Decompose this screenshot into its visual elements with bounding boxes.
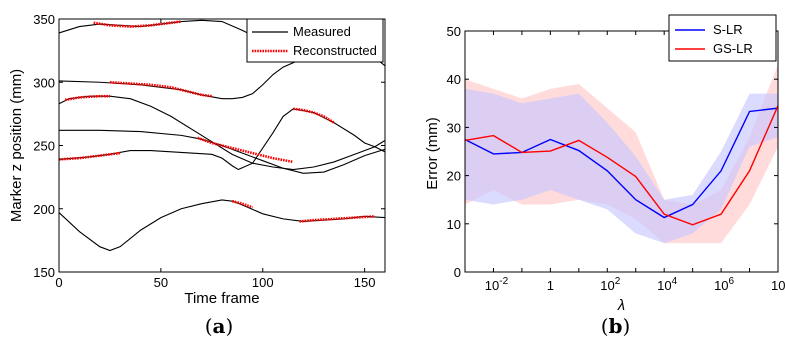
legend-label-gs-lr: GS-LR xyxy=(713,41,753,56)
plot-area-a xyxy=(58,19,386,252)
x-tick-label: 108 xyxy=(771,276,785,293)
measured-curve-4 xyxy=(59,129,386,174)
reconstructed-segment-5 xyxy=(197,136,294,164)
plot-area-b xyxy=(464,64,779,244)
x-tick-base: 10 xyxy=(771,278,785,293)
x-tick-label: 0 xyxy=(55,275,62,290)
measured-curve-5 xyxy=(58,108,386,171)
x-tick-label: 50 xyxy=(154,275,168,290)
x-tick-base: 10 xyxy=(657,278,671,293)
legend-box xyxy=(246,18,384,63)
panel-label-close: ) xyxy=(225,314,233,338)
panel-label-letter: a xyxy=(213,314,226,338)
line-gs-lr xyxy=(464,105,779,226)
y-tick-label: 200 xyxy=(33,202,55,217)
y-tick-label: 0 xyxy=(454,265,461,280)
x-tick-base: 10 xyxy=(600,278,614,293)
legend-box xyxy=(668,14,777,62)
y-tick-label: 250 xyxy=(33,139,55,154)
y-tick-label: 350 xyxy=(33,12,55,27)
x-tick-label: 104 xyxy=(657,276,677,293)
measured-curve-2 xyxy=(58,57,304,100)
x-tick-exponent: 2 xyxy=(615,276,621,287)
reconstructed-segment-3 xyxy=(64,94,110,102)
legend-b: S-LR GS-LR xyxy=(668,14,777,62)
legend-label-measured: Measured xyxy=(293,24,351,39)
x-tick-label: 10-2 xyxy=(485,276,509,293)
y-tick-label: 30 xyxy=(447,120,461,135)
y-tick-label: 20 xyxy=(447,169,461,184)
x-tick-label: 150 xyxy=(354,275,376,290)
reconstructed-segment-6 xyxy=(293,107,335,124)
axes-frame-b xyxy=(464,30,779,273)
panel-label-open: ( xyxy=(601,314,609,338)
y-tick-label: 300 xyxy=(33,75,55,90)
x-tick-label: 102 xyxy=(600,276,620,293)
legend-label-s-lr: S-LR xyxy=(713,22,743,37)
x-tick-exponent: 4 xyxy=(672,276,678,287)
y-axis-label: Marker z position (mm) xyxy=(8,69,25,222)
x-tick-base: 10 xyxy=(485,278,499,293)
chart-a: 0 50 100 150 150 200 250 300 350 Time frame Marker… xyxy=(8,12,386,338)
y-axis-label: Error (mm) xyxy=(424,117,441,189)
reconstructed-segment-2 xyxy=(109,80,212,98)
x-axis-label: λ xyxy=(617,297,625,314)
line-s-lr xyxy=(464,107,779,219)
panel-label-open: ( xyxy=(205,314,213,338)
chart-b: 10-2110210410610801020304050λError (mm)S… xyxy=(424,14,785,338)
y-tick-label: 10 xyxy=(447,217,461,232)
y-tick-label: 40 xyxy=(447,72,461,87)
measured-curve-6 xyxy=(58,199,386,252)
y-tick-label: 50 xyxy=(447,24,461,39)
legend-a: Measured Reconstructed xyxy=(246,18,384,63)
x-tick-exponent: -2 xyxy=(499,276,508,287)
x-tick-label: 1 xyxy=(547,278,554,293)
reconstructed-segment-1 xyxy=(93,20,182,28)
x-tick-exponent: 6 xyxy=(729,276,735,287)
x-tick-label: 100 xyxy=(252,275,274,290)
reconstructed-segment-4 xyxy=(58,151,121,161)
legend-label-reconstructed: Reconstructed xyxy=(293,43,377,58)
x-tick-base: 10 xyxy=(714,278,728,293)
x-tick-label: 106 xyxy=(714,276,734,293)
panel-label-close: ) xyxy=(622,314,630,338)
panel-label-b: (b) xyxy=(601,314,631,338)
band-s-lr xyxy=(465,88,778,244)
panel-label-letter: b xyxy=(609,314,623,338)
y-tick-label: 150 xyxy=(33,265,55,280)
x-tick-base: 1 xyxy=(547,278,554,293)
x-axis-label: Time frame xyxy=(184,290,259,307)
panel-label-a: (a) xyxy=(205,314,234,338)
reconstructed-segment-8 xyxy=(299,215,375,223)
reconstructed-segment-7 xyxy=(231,199,254,209)
